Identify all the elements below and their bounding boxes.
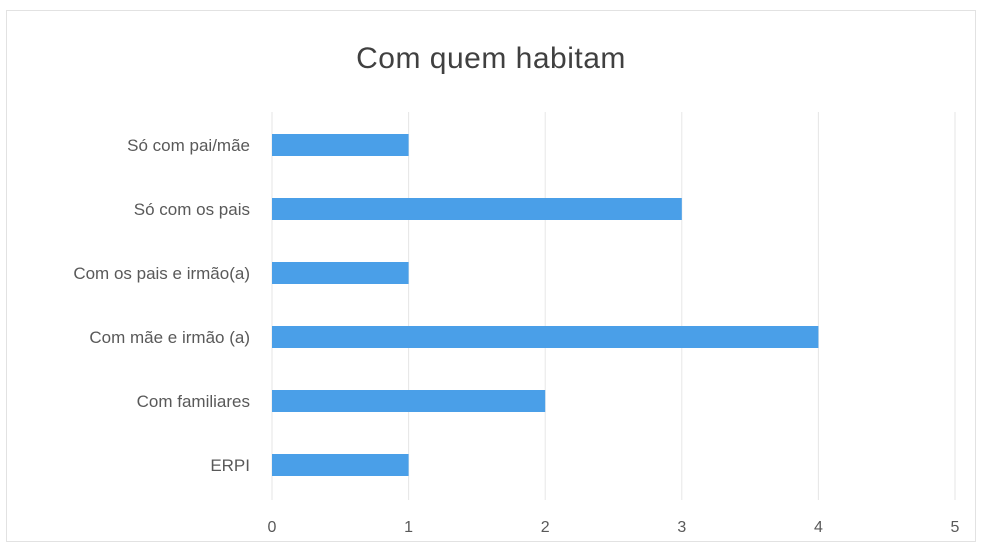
x-tick-label: 3 (677, 519, 686, 536)
gridlines (271, 112, 956, 500)
category-label: Com mãe e irmão (a) (89, 328, 250, 347)
chart-title: Com quem habitam (356, 42, 626, 75)
x-tick-label: 1 (404, 519, 413, 536)
bar (272, 262, 409, 284)
x-tick-label: 2 (541, 519, 550, 536)
x-tick-label: 4 (814, 519, 823, 536)
category-label: Com familiares (137, 392, 250, 411)
bars (272, 134, 819, 476)
bar (272, 390, 546, 412)
category-label: Com os pais e irmão(a) (73, 264, 250, 283)
category-label: Só com os pais (134, 200, 250, 219)
x-tick-label: 5 (951, 519, 960, 536)
category-labels: Só com pai/mãe Só com os pais Com os pais … (73, 136, 250, 475)
bar (272, 198, 682, 220)
bar (272, 326, 819, 348)
x-tick-label: 0 (268, 519, 277, 536)
category-label: Só com pai/mãe (127, 136, 250, 155)
bar (272, 134, 409, 156)
category-label: ERPI (210, 456, 250, 475)
chart-area (6, 10, 976, 542)
bar (272, 454, 409, 476)
x-axis-tick-labels: 0 1 2 3 4 5 (268, 519, 960, 536)
